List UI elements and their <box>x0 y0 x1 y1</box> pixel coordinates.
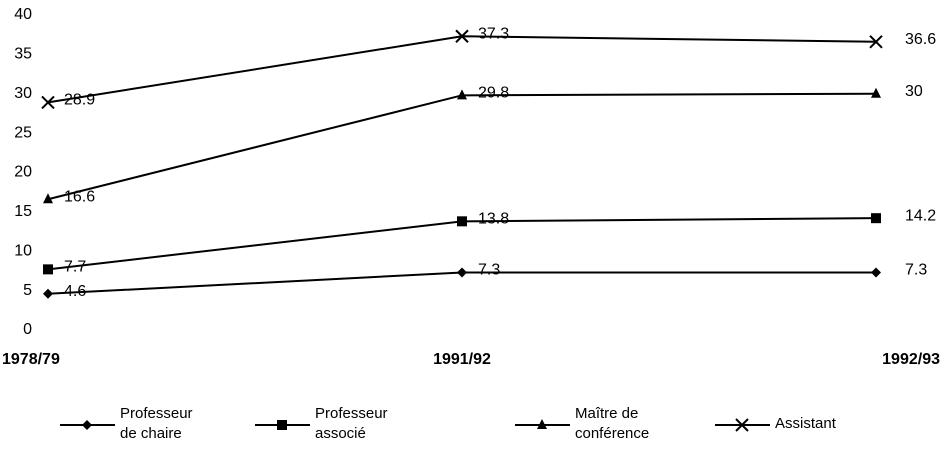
data-label: 30 <box>905 83 923 100</box>
marker <box>41 95 55 110</box>
legend-item: Assistant <box>715 415 836 432</box>
marker <box>43 288 53 299</box>
data-label: 13.8 <box>478 211 509 228</box>
legend-label: Assistant <box>775 415 836 432</box>
y-tick-label: 35 <box>14 46 32 63</box>
marker <box>455 29 469 43</box>
legend-label-box: Maître de conférence <box>575 405 650 442</box>
y-tick-label: 30 <box>14 85 32 102</box>
legend-label-box: Professeur de chaire <box>120 405 193 442</box>
y-tick-label: 5 <box>23 282 32 299</box>
data-label: 7.7 <box>64 259 86 276</box>
data-label: 16.6 <box>64 188 95 205</box>
legend-item: Maître de conférence <box>515 405 650 442</box>
data-label: 29.8 <box>478 85 509 102</box>
marker <box>457 267 467 278</box>
x-tick-label: 1992/93 <box>882 351 940 368</box>
marker-cross <box>735 418 749 432</box>
marker <box>277 420 287 430</box>
legend-label-box: Professeur associé <box>315 405 388 442</box>
legend-label: Maître de conférence <box>575 405 650 442</box>
y-tick-label: 10 <box>14 242 32 259</box>
data-label: 37.3 <box>478 25 509 42</box>
data-label: 14.2 <box>905 207 936 224</box>
marker <box>871 213 881 224</box>
legend-label: Professeur de chaire <box>120 405 193 442</box>
data-label: 4.6 <box>64 283 86 300</box>
series-line <box>47 92 877 201</box>
marker-cross <box>869 35 883 49</box>
marker <box>43 193 53 204</box>
marker <box>43 264 53 275</box>
data-label: 36.6 <box>905 31 936 48</box>
legend-item: Professeur de chaire <box>60 405 193 442</box>
legend-label: Professeur associé <box>315 405 388 442</box>
marker <box>457 89 467 100</box>
marker-cross <box>41 95 55 110</box>
y-tick-label: 15 <box>14 203 32 220</box>
x-tick-label: 1978/79 <box>2 351 60 368</box>
data-label: 7.3 <box>478 262 500 279</box>
marker <box>871 267 881 278</box>
y-tick-label: 20 <box>14 164 32 181</box>
y-tick-label: 25 <box>14 124 32 141</box>
marker-cross <box>455 29 469 43</box>
marker <box>82 420 92 430</box>
marker <box>869 35 883 49</box>
marker <box>457 216 467 227</box>
x-tick-label: 1991/92 <box>433 351 491 368</box>
marker <box>537 419 547 429</box>
marker <box>735 418 749 432</box>
legend-label-box: Assistant <box>775 415 836 432</box>
marker <box>871 87 881 98</box>
data-label: 28.9 <box>64 92 95 109</box>
data-label: 7.3 <box>905 262 927 279</box>
y-tick-label: 40 <box>14 6 32 23</box>
y-tick-label: 0 <box>23 321 32 338</box>
legend-item: Professeur associé <box>255 405 388 442</box>
